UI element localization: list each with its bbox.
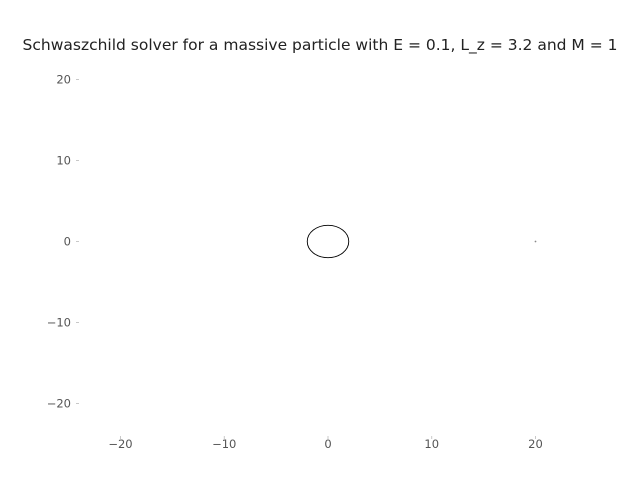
x-tick-label: −10 — [212, 437, 236, 451]
y-tick-label: 10 — [56, 153, 71, 167]
particle-point — [534, 240, 537, 243]
y-tick-label: −10 — [47, 316, 71, 330]
marks-layer — [306, 224, 537, 259]
y-tick-label: −20 — [47, 397, 71, 411]
y-tick-label: 20 — [56, 72, 71, 86]
chart-title: Schwaszchild solver for a massive partic… — [23, 36, 618, 55]
x-tick-label: 20 — [528, 437, 543, 451]
axes-layer: −20 −10 0 10 20 20 10 0 −10 −20 — [47, 72, 543, 451]
x-tick-label: 0 — [324, 437, 331, 451]
y-tick-label: 0 — [64, 235, 71, 249]
orbit-path — [306, 224, 350, 259]
x-tick-label: 10 — [424, 437, 439, 451]
x-tick-label: −20 — [108, 437, 132, 451]
